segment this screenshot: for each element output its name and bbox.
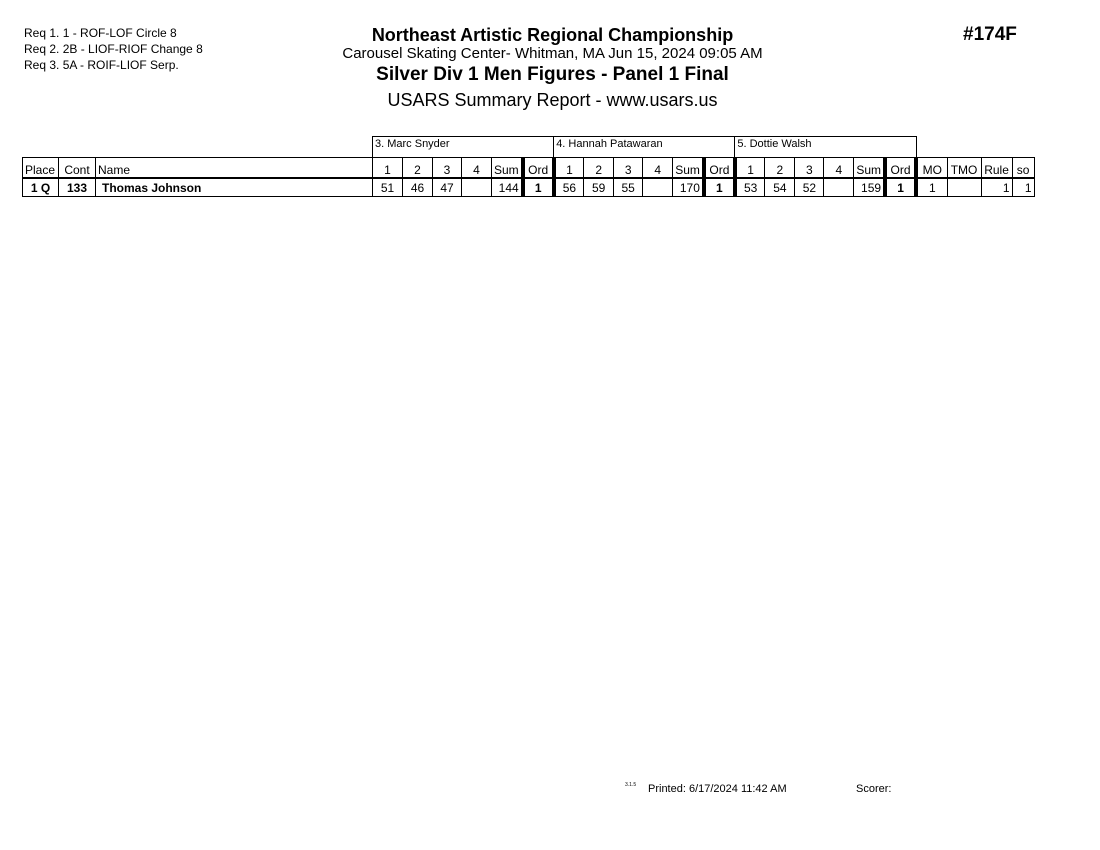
- requirement-item: Req 1. 1 - ROF-LOF Circle 8: [24, 26, 177, 40]
- col-cont: Cont: [58, 157, 96, 179]
- sum-cell: 144: [490, 177, 524, 197]
- col-place: Place: [22, 157, 59, 179]
- name-cell: Thomas Johnson: [95, 177, 373, 197]
- event-number: #174F: [963, 24, 1017, 45]
- ord-cell: 1: [701, 177, 736, 197]
- score-cell: [642, 177, 674, 197]
- mo-cell: 1: [914, 177, 948, 197]
- score-cell: 56: [551, 177, 585, 197]
- col-score: 3: [432, 157, 462, 179]
- col-score: 4: [461, 157, 492, 179]
- score-cell: 47: [432, 177, 462, 197]
- place-cell: 1 Q: [22, 177, 59, 197]
- col-rule: Rule: [980, 157, 1013, 179]
- col-sum: Sum: [672, 157, 705, 179]
- ord-cell: 1: [883, 177, 917, 197]
- sum-cell: 159: [853, 177, 886, 197]
- results-table: 3. Marc Snyder 4. Hannah Patawaran 5. Do…: [22, 136, 1035, 197]
- col-score: 2: [764, 157, 796, 179]
- col-tmo: TMO: [946, 157, 982, 179]
- requirement-item: Req 2. 2B - LIOF-RIOF Change 8: [24, 42, 203, 56]
- requirement-item: Req 3. 5A - ROIF-LIOF Serp.: [24, 58, 179, 72]
- score-cell: 53: [732, 177, 766, 197]
- ord-cell: 1: [520, 177, 555, 197]
- col-so: so: [1011, 157, 1035, 179]
- score-cell: [823, 177, 855, 197]
- column-header-row: Place Cont Name 1 2 3 4 Sum Ord 1 2 3 4 …: [22, 157, 1035, 179]
- judge-name: 4. Hannah Patawaran: [553, 136, 736, 158]
- col-score: 1: [372, 157, 403, 179]
- competition-title: Northeast Artistic Regional Championship: [371, 25, 734, 45]
- col-score: 4: [642, 157, 674, 179]
- col-ord: Ord: [883, 157, 917, 179]
- judge-header-row: 3. Marc Snyder 4. Hannah Patawaran 5. Do…: [23, 136, 1035, 158]
- printed-timestamp: Printed: 6/17/2024 11:42 AM: [648, 783, 787, 795]
- table-row: 1 Q 133 Thomas Johnson 51 46 47 144 1 56…: [22, 177, 1035, 197]
- tmo-cell: [946, 177, 982, 197]
- location-date: Carousel Skating Center- Whitman, MA Jun…: [342, 45, 763, 62]
- judge-name: 5. Dottie Walsh: [734, 136, 917, 158]
- col-score: 3: [794, 157, 825, 179]
- col-score: 4: [823, 157, 855, 179]
- scorer-label: Scorer:: [856, 783, 892, 795]
- sum-cell: 170: [672, 177, 705, 197]
- score-cell: 46: [402, 177, 433, 197]
- score-cell: 52: [794, 177, 825, 197]
- score-cell: 51: [372, 177, 403, 197]
- col-mo: MO: [914, 157, 948, 179]
- judge-name: 3. Marc Snyder: [371, 136, 555, 158]
- col-score: 1: [732, 157, 766, 179]
- col-ord: Ord: [520, 157, 555, 179]
- col-sum: Sum: [853, 157, 886, 179]
- col-name: Name: [95, 157, 373, 179]
- col-score: 2: [583, 157, 615, 179]
- rule-cell: 1: [980, 177, 1013, 197]
- report-title: USARS Summary Report - www.usars.us: [387, 90, 718, 110]
- col-score: 2: [402, 157, 433, 179]
- score-cell: 59: [583, 177, 615, 197]
- score-cell: [461, 177, 492, 197]
- so-cell: 1: [1011, 177, 1035, 197]
- requirements-list: Req 1. 1 - ROF-LOF Circle 8 Req 2. 2B - …: [24, 25, 203, 73]
- event-title: Silver Div 1 Men Figures - Panel 1 Final: [376, 64, 729, 85]
- score-cell: 54: [764, 177, 796, 197]
- col-ord: Ord: [701, 157, 736, 179]
- version-label: 3.1.5: [625, 782, 637, 788]
- score-cell: 55: [613, 177, 644, 197]
- cont-cell: 133: [58, 177, 96, 197]
- col-score: 3: [613, 157, 644, 179]
- col-sum: Sum: [490, 157, 524, 179]
- col-score: 1: [551, 157, 585, 179]
